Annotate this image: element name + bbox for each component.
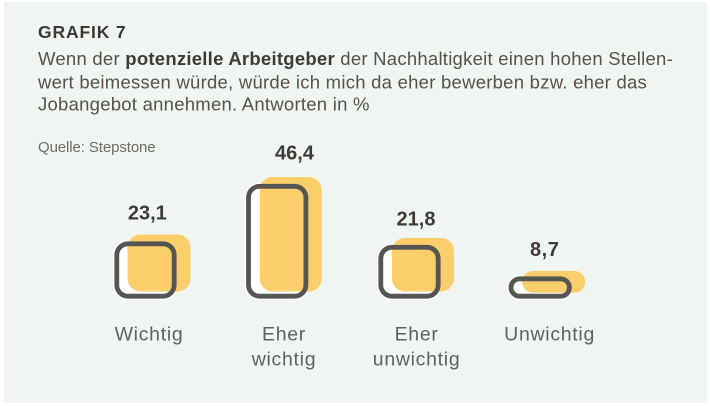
svg-text:wichtig: wichtig bbox=[251, 349, 317, 371]
svg-text:21,8: 21,8 bbox=[397, 209, 436, 231]
svg-text:Wichtig: Wichtig bbox=[115, 324, 184, 346]
svg-text:Eher: Eher bbox=[395, 324, 439, 346]
svg-text:wert beimessen würde, würde ic: wert beimessen würde, würde ich mich da … bbox=[37, 72, 647, 93]
svg-text:8,7: 8,7 bbox=[530, 239, 559, 261]
svg-text:GRAFIK 7: GRAFIK 7 bbox=[38, 22, 126, 42]
svg-text:Unwichtig: Unwichtig bbox=[504, 324, 595, 346]
svg-text:23,1: 23,1 bbox=[128, 203, 167, 225]
svg-text:Wenn der potenzielle Arbeitgeb: Wenn der potenzielle Arbeitgeber der Nac… bbox=[38, 48, 673, 69]
svg-text:unwichtig: unwichtig bbox=[373, 349, 461, 371]
svg-text:Eher: Eher bbox=[262, 324, 306, 346]
svg-text:Jobangebot annehmen. Antworten: Jobangebot annehmen. Antworten in % bbox=[38, 94, 370, 115]
svg-text:Quelle: Stepstone: Quelle: Stepstone bbox=[38, 139, 156, 156]
svg-text:46,4: 46,4 bbox=[275, 143, 315, 165]
